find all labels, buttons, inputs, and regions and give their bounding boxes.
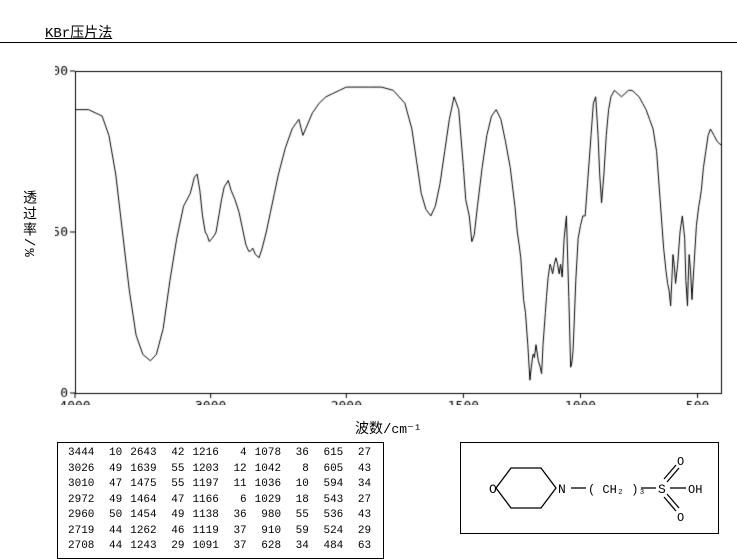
peak-wn: 3026	[68, 463, 100, 477]
peak-wn: 2972	[68, 494, 100, 508]
peak-val: 34	[351, 478, 377, 492]
peak-wn: 3010	[68, 478, 100, 492]
peak-wn: 2643	[130, 447, 162, 461]
peak-val: 29	[165, 540, 191, 554]
peak-wn: 594	[317, 478, 349, 492]
peak-val: 42	[165, 447, 191, 461]
peak-wn: 1475	[130, 478, 162, 492]
peak-val: 6	[227, 494, 253, 508]
peak-val: 47	[102, 478, 128, 492]
peak-val: 10	[102, 447, 128, 461]
peak-val: 44	[102, 525, 128, 539]
peak-val: 4	[227, 447, 253, 461]
peak-wn: 1166	[192, 494, 224, 508]
peak-wn: 1138	[192, 509, 224, 523]
peak-wn: 1197	[192, 478, 224, 492]
peak-val: 8	[289, 463, 315, 477]
peak-wn: 1216	[192, 447, 224, 461]
peak-val: 37	[227, 540, 253, 554]
peak-val: 49	[102, 494, 128, 508]
peak-wn: 1464	[130, 494, 162, 508]
peak-val: 50	[102, 509, 128, 523]
xlabel-unit: cm⁻¹	[391, 422, 421, 437]
n-atom: N	[558, 482, 566, 497]
peak-val: 63	[351, 540, 377, 554]
peak-val: 36	[227, 509, 253, 523]
peak-val: 55	[289, 509, 315, 523]
peak-wn: 1243	[130, 540, 162, 554]
peak-table: 3444 102643 421216 41078 36 615 273026 4…	[57, 442, 384, 559]
peak-val: 11	[227, 478, 253, 492]
peak-wn: 1091	[192, 540, 224, 554]
spectrum-plot	[55, 65, 727, 425]
peak-wn: 543	[317, 494, 349, 508]
peak-wn: 2719	[68, 525, 100, 539]
peak-val: 44	[102, 540, 128, 554]
peak-val: 29	[351, 525, 377, 539]
peak-val: 36	[289, 447, 315, 461]
xlabel-prefix: 波数/	[355, 422, 391, 438]
peak-val: 18	[289, 494, 315, 508]
peak-val: 55	[165, 478, 191, 492]
peak-wn: 2960	[68, 509, 100, 523]
peak-wn: 1119	[192, 525, 224, 539]
peak-wn: 1078	[255, 447, 287, 461]
y-axis-label: 透过率/%	[18, 190, 38, 259]
peak-wn: 1036	[255, 478, 287, 492]
peak-wn: 484	[317, 540, 349, 554]
s-atom: S	[658, 482, 666, 497]
peak-wn: 1454	[130, 509, 162, 523]
peak-val: 59	[289, 525, 315, 539]
peak-wn: 2708	[68, 540, 100, 554]
peak-val: 47	[165, 494, 191, 508]
peak-wn: 1262	[130, 525, 162, 539]
peak-val: 27	[351, 447, 377, 461]
peak-val: 43	[351, 509, 377, 523]
peak-val: 12	[227, 463, 253, 477]
molecule-svg: O N ( CH₂ )₃ S O O OH	[461, 443, 718, 533]
peak-val: 10	[289, 478, 315, 492]
o1: O	[677, 455, 684, 469]
peak-wn: 1029	[255, 494, 287, 508]
x-axis-label: 波数/cm⁻¹	[355, 418, 422, 438]
o2: O	[677, 511, 684, 525]
peak-wn: 605	[317, 463, 349, 477]
peak-wn: 615	[317, 447, 349, 461]
method-title: KBr压片法	[45, 22, 112, 42]
peak-wn: 980	[255, 509, 287, 523]
spectrum-canvas	[55, 65, 727, 405]
chain-label: ( CH₂ )₃	[588, 483, 646, 497]
peak-val: 43	[351, 463, 377, 477]
peak-wn: 628	[255, 540, 287, 554]
molecule-structure: O N ( CH₂ )₃ S O O OH	[460, 442, 719, 534]
rule-top	[0, 42, 737, 43]
peak-val: 49	[165, 509, 191, 523]
o-atom: O	[489, 482, 497, 497]
peak-wn: 1042	[255, 463, 287, 477]
peak-val: 49	[102, 463, 128, 477]
peak-wn: 524	[317, 525, 349, 539]
peak-val: 37	[227, 525, 253, 539]
peak-val: 46	[165, 525, 191, 539]
peak-wn: 1203	[192, 463, 224, 477]
peak-wn: 536	[317, 509, 349, 523]
peak-val: 34	[289, 540, 315, 554]
oh: OH	[688, 483, 702, 497]
peak-val: 55	[165, 463, 191, 477]
peak-wn: 910	[255, 525, 287, 539]
peak-wn: 1639	[130, 463, 162, 477]
peak-val: 27	[351, 494, 377, 508]
peak-wn: 3444	[68, 447, 100, 461]
